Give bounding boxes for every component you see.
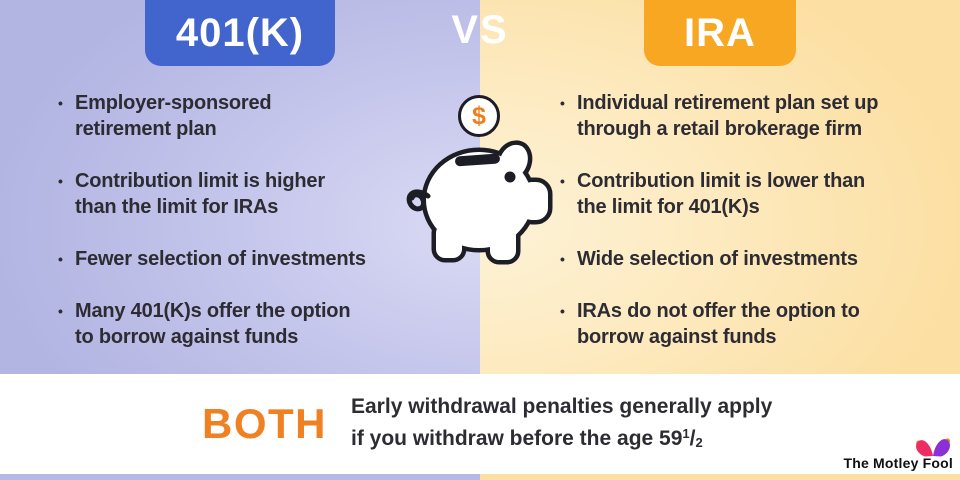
jester-hat-icon [915,438,951,457]
title-ira: IRA [684,10,756,55]
motley-fool-logo: The Motley Fool [843,435,953,471]
both-description: Early withdrawal penalties generally app… [351,393,772,456]
bullet-item: • Wide selection of investments [560,246,950,272]
bullet-text: Wide selection of investments [577,248,858,270]
bullet-list-ira: • Individual retirement plan set up throu… [480,90,960,350]
bullet-text: IRAs do not offer the option to borrow a… [577,300,860,348]
both-line1: Early withdrawal penalties generally app… [351,394,773,418]
title-box-401k: 401(K) [145,0,335,66]
bottom-strip-purple [0,474,480,480]
dollar-coin-icon: $ [458,95,500,137]
bullet-item: • Individual retirement plan set up throu… [560,90,950,142]
dollar-symbol: $ [472,101,486,130]
comparison-panels: 401(K) • Employer-sponsored retirement pl… [0,0,960,374]
title-401k: 401(K) [175,10,305,55]
bullet-dot: • [560,303,565,319]
panel-401k: 401(K) • Employer-sponsored retirement pl… [0,0,480,374]
both-footer-band: BOTH Early withdrawal penalties generall… [0,374,960,474]
bullet-item: • IRAs do not offer the option to borrow … [560,298,950,350]
bullet-dot: • [58,251,63,267]
bullet-dot: • [58,95,63,111]
vs-label: VS [451,8,509,52]
bullet-dot: • [560,251,565,267]
bullet-item: • Contribution limit is higher than the l… [58,168,470,220]
bullet-list-401k: • Employer-sponsored retirement plan • Cont… [0,90,480,350]
bullet-dot: • [560,173,565,189]
bullet-text: Fewer selection of investments [75,248,366,270]
fraction-slash: / [689,426,696,450]
piggy-bank-icon [406,140,553,265]
bullet-text: Individual retirement plan set up throug… [577,92,879,140]
bullet-text: Contribution limit is lower than the lim… [577,170,866,218]
panel-ira: IRA • Individual retirement plan set up t… [480,0,960,374]
both-label: BOTH [202,400,327,447]
bullet-item: • Many 401(K)s offer the option to borrow… [58,298,470,350]
bullet-item: • Contribution limit is lower than the li… [560,168,950,220]
logo-wordmark: The Motley Fool [843,455,953,471]
both-line2: if you withdraw before the age 59 [351,426,683,450]
bullet-dot: • [58,303,63,319]
bullet-text: Employer-sponsored retirement plan [75,92,272,140]
title-box-ira: IRA [644,0,796,66]
bullet-dot: • [560,95,565,111]
bottom-strip-yellow [480,474,960,480]
bullet-text: Contribution limit is higher than the li… [75,170,325,218]
bullet-text: Many 401(K)s offer the option to borrow … [75,300,351,348]
fraction-denominator: 2 [695,434,703,450]
bullet-dot: • [58,173,63,189]
bullet-item: • Fewer selection of investments [58,246,470,272]
bullet-item: • Employer-sponsored retirement plan [58,90,470,142]
fraction-numerator: 1 [682,425,690,441]
